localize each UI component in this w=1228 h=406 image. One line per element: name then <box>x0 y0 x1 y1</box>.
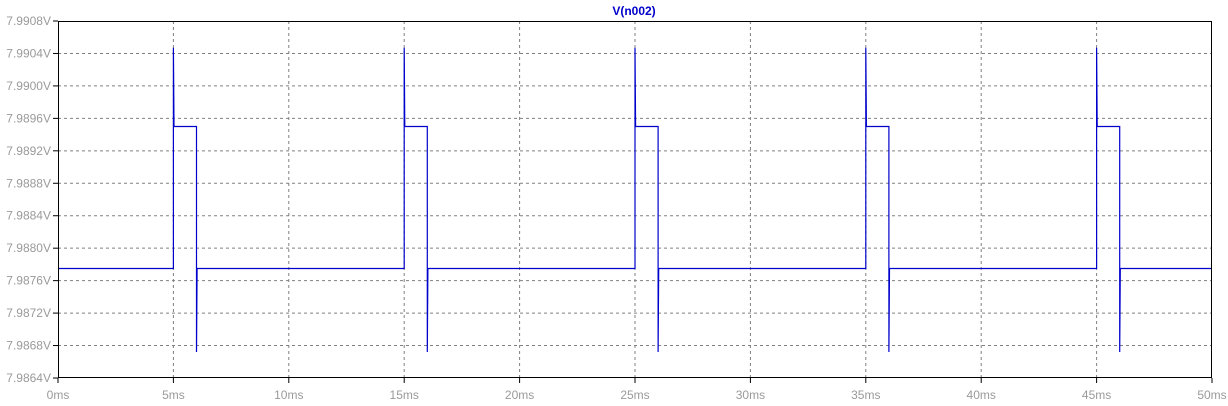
x-tick-label: 5ms <box>162 388 185 402</box>
y-tick-label: 7.9892V <box>6 144 51 158</box>
y-tick-label: 7.9904V <box>6 46 51 60</box>
x-tick-label: 30ms <box>736 388 765 402</box>
x-tick-label: 35ms <box>851 388 880 402</box>
y-tick-label: 7.9884V <box>6 209 51 223</box>
y-tick-label: 7.9896V <box>6 111 51 125</box>
y-tick-label: 7.9888V <box>6 176 51 190</box>
trace-layer <box>58 47 1212 353</box>
y-tick-label: 7.9868V <box>6 339 51 353</box>
y-tick-label: 7.9880V <box>6 241 51 255</box>
x-tick-label: 0ms <box>47 388 70 402</box>
chart-title: V(n002) <box>612 4 655 18</box>
y-tick-label: 7.9864V <box>6 371 51 385</box>
x-tick-label: 20ms <box>505 388 534 402</box>
y-tick-label: 7.9872V <box>6 306 51 320</box>
y-tick-label: 7.9876V <box>6 274 51 288</box>
series-line <box>58 47 1212 353</box>
x-axis-ticks: 0ms 5ms 10ms 15ms 20ms 25ms 30ms 35ms 40ms 45ms 50… <box>47 378 1227 402</box>
plot-frame <box>58 21 1212 378</box>
y-tick-label: 7.9900V <box>6 79 51 93</box>
y-tick-label: 7.9908V <box>6 14 51 28</box>
y-axis-ticks: 7.9908V 7.9904V 7.9900V 7.9896V 7.9892V 7.988… <box>6 14 58 385</box>
x-tick-label: 40ms <box>967 388 996 402</box>
x-tick-label: 10ms <box>274 388 303 402</box>
x-tick-label: 50ms <box>1197 388 1226 402</box>
x-tick-label: 25ms <box>620 388 649 402</box>
x-tick-label: 45ms <box>1082 388 1111 402</box>
x-tick-label: 15ms <box>390 388 419 402</box>
